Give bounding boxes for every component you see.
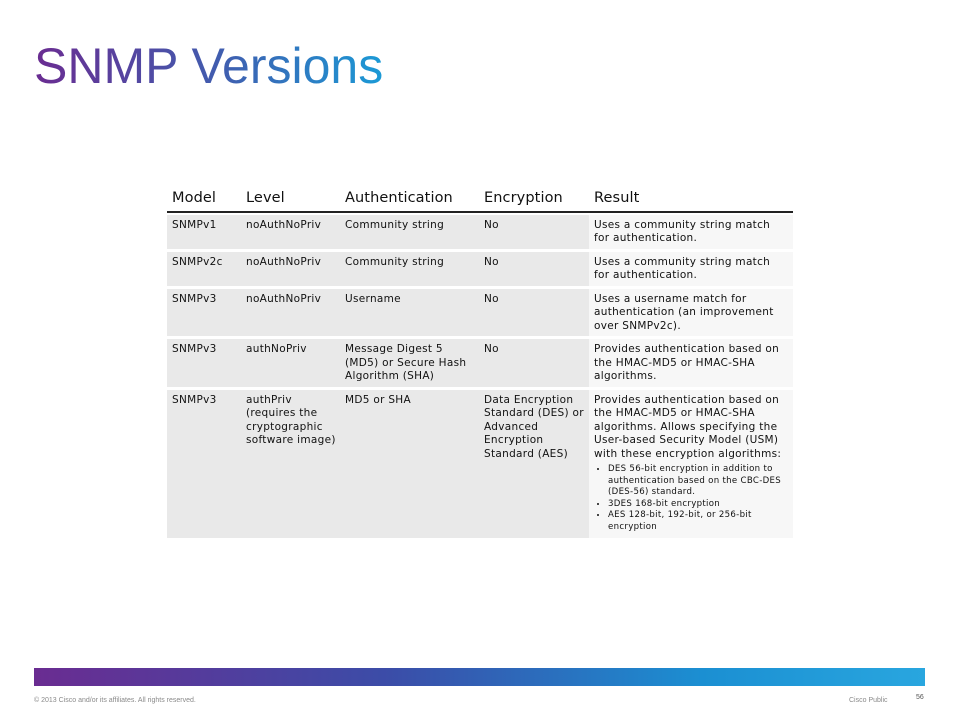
cell-level: authPriv (requires the cryptographic sof…	[241, 389, 340, 539]
encryption-algorithm-list: DES 56-bit encryption in addition to aut…	[594, 464, 789, 533]
list-item: AES 128-bit, 192-bit, or 256-bit encrypt…	[608, 510, 789, 533]
page-number: 56	[916, 694, 924, 701]
cell-result: Uses a community string match for authen…	[589, 214, 793, 250]
table-header-row: Model Level Authentication Encryption Re…	[167, 188, 793, 213]
cell-encryption: No	[479, 214, 589, 250]
cell-authentication: Message Digest 5 (MD5) or Secure Hash Al…	[340, 339, 479, 388]
cell-level: noAuthNoPriv	[241, 251, 340, 287]
header-encryption: Encryption	[479, 188, 589, 213]
table-row: SNMPv3 authPriv (requires the cryptograp…	[167, 389, 793, 539]
footer-copyright: © 2013 Cisco and/or its affiliates. All …	[34, 697, 196, 704]
footer-classification: Cisco Public	[849, 697, 888, 704]
cell-encryption: No	[479, 251, 589, 287]
cell-result: Provides authentication based on the HMA…	[589, 339, 793, 388]
table-row: SNMPv3 authNoPriv Message Digest 5 (MD5)…	[167, 339, 793, 388]
slide-title: SNMP Versions	[34, 38, 384, 94]
cell-encryption: Data Encryption Standard (DES) or Advanc…	[479, 389, 589, 539]
snmp-versions-table-container: Model Level Authentication Encryption Re…	[167, 186, 793, 541]
header-level: Level	[241, 188, 340, 213]
cell-authentication: MD5 or SHA	[340, 389, 479, 539]
table-row: SNMPv3 noAuthNoPriv Username No Uses a u…	[167, 288, 793, 337]
snmp-versions-table: Model Level Authentication Encryption Re…	[167, 186, 793, 541]
cell-level: noAuthNoPriv	[241, 214, 340, 250]
cell-level: noAuthNoPriv	[241, 288, 340, 337]
cell-result: Uses a community string match for authen…	[589, 251, 793, 287]
cell-result: Provides authentication based on the HMA…	[594, 393, 782, 460]
cell-model: SNMPv1	[167, 214, 241, 250]
header-model: Model	[167, 188, 241, 213]
cell-authentication: Username	[340, 288, 479, 337]
header-authentication: Authentication	[340, 188, 479, 213]
header-result: Result	[589, 188, 793, 213]
table-row: SNMPv2c noAuthNoPriv Community string No…	[167, 251, 793, 287]
cell-model: SNMPv3	[167, 288, 241, 337]
table-row: SNMPv1 noAuthNoPriv Community string No …	[167, 214, 793, 250]
cell-level: authNoPriv	[241, 339, 340, 388]
cell-authentication: Community string	[340, 214, 479, 250]
cell-result: Uses a username match for authentication…	[589, 288, 793, 337]
cell-model: SNMPv3	[167, 339, 241, 388]
cell-model: SNMPv3	[167, 389, 241, 539]
list-item: DES 56-bit encryption in addition to aut…	[608, 464, 789, 499]
cell-result-with-list: Provides authentication based on the HMA…	[589, 389, 793, 539]
list-item: 3DES 168-bit encryption	[608, 499, 789, 511]
cell-encryption: No	[479, 339, 589, 388]
cell-authentication: Community string	[340, 251, 479, 287]
cell-encryption: No	[479, 288, 589, 337]
cell-model: SNMPv2c	[167, 251, 241, 287]
footer-gradient-bar	[34, 668, 925, 686]
